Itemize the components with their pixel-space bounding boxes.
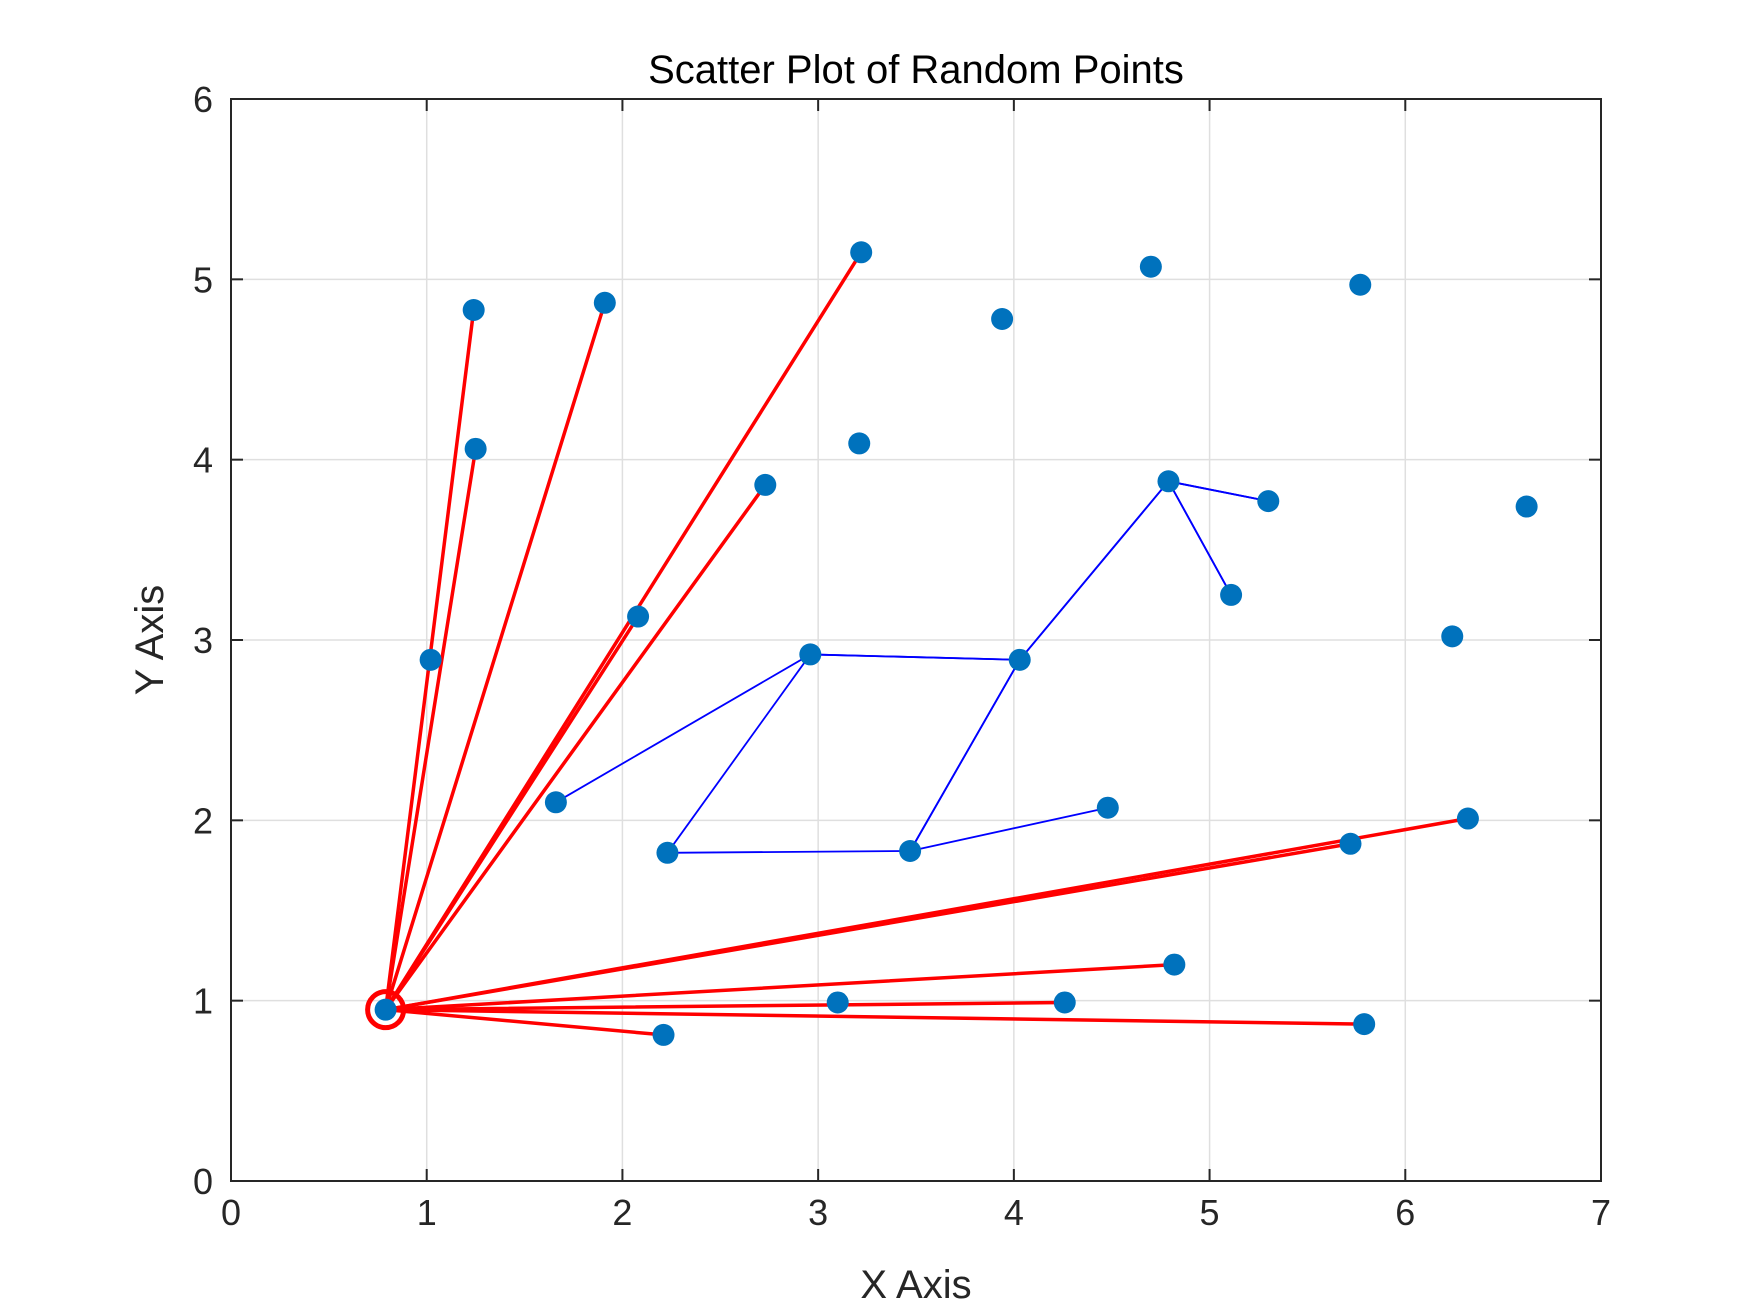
- data-point: [544, 791, 567, 814]
- blue-path-segment: [666, 653, 812, 854]
- highlight-layer: [365, 989, 407, 1031]
- data-point: [1220, 583, 1243, 606]
- data-point: [1096, 796, 1119, 819]
- y-tick-label: 5: [193, 259, 213, 300]
- data-point: [1515, 495, 1538, 518]
- data-point: [899, 839, 922, 862]
- data-point: [374, 998, 397, 1021]
- y-tick-label: 3: [193, 620, 213, 661]
- x-tick-label: 4: [1004, 1192, 1024, 1233]
- blue-path-segment: [555, 653, 811, 804]
- data-point: [1339, 832, 1362, 855]
- blue-path-segment: [1167, 480, 1232, 596]
- red-connection-line: [383, 1000, 1067, 1012]
- red-connection-line: [383, 816, 1470, 1012]
- points-layer: [374, 241, 1538, 1046]
- data-point: [1053, 991, 1076, 1014]
- blue-path-segment: [810, 653, 1020, 661]
- x-axis-label: X Axis: [860, 1263, 971, 1307]
- red-connection-line: [383, 301, 607, 1012]
- y-axis-label: Y Axis: [128, 585, 172, 695]
- data-point: [462, 298, 485, 321]
- data-point: [1441, 625, 1464, 648]
- x-tick-label: 2: [612, 1192, 632, 1233]
- y-tick-label: 4: [193, 440, 213, 481]
- x-tick-label: 5: [1200, 1192, 1220, 1233]
- highlighted-point-ring: [365, 989, 407, 1031]
- chart-title: Scatter Plot of Random Points: [648, 48, 1184, 92]
- data-point: [1139, 255, 1162, 278]
- axes-box: [230, 98, 1602, 1182]
- red-lines-layer: [383, 250, 1470, 1037]
- data-point: [1349, 273, 1372, 296]
- x-tick-label: 1: [417, 1192, 437, 1233]
- x-tick-label: 0: [221, 1192, 241, 1233]
- data-point: [848, 432, 871, 455]
- data-point: [850, 241, 873, 264]
- blue-path-segment: [1168, 480, 1269, 503]
- data-point: [627, 605, 650, 628]
- y-tick-label: 0: [193, 1161, 213, 1202]
- blue-path-segment: [1019, 480, 1170, 661]
- y-tick-label: 6: [193, 79, 213, 120]
- red-connection-line: [383, 483, 768, 1012]
- data-point: [754, 473, 777, 496]
- red-connection-line: [383, 962, 1177, 1012]
- data-point: [799, 643, 822, 666]
- tick-labels-layer: 0 1 2 3 4 5 6 7 0 1 2 3 4 5 6: [193, 79, 1611, 1233]
- blue-path-segment: [667, 850, 911, 854]
- red-connection-line: [383, 447, 478, 1012]
- data-point: [464, 437, 487, 460]
- data-point: [656, 841, 679, 864]
- data-point: [419, 648, 442, 671]
- data-point: [1257, 490, 1280, 513]
- data-point: [1157, 470, 1180, 493]
- blue-path-layer: [555, 480, 1269, 854]
- x-tick-label: 6: [1395, 1192, 1415, 1233]
- data-point: [1163, 953, 1186, 976]
- y-tick-label: 1: [193, 981, 213, 1022]
- x-tick-label: 7: [1591, 1192, 1611, 1233]
- blue-path-segment: [909, 806, 1108, 852]
- red-connection-line: [383, 1007, 666, 1037]
- data-point: [1353, 1013, 1376, 1036]
- axes-layer: [230, 98, 1602, 1182]
- x-tick-label: 3: [808, 1192, 828, 1233]
- data-point: [1456, 807, 1479, 830]
- blue-path-segment: [909, 659, 1021, 852]
- data-point: [826, 991, 849, 1014]
- data-point: [593, 291, 616, 314]
- data-point: [991, 308, 1014, 331]
- red-connection-line: [383, 614, 640, 1012]
- data-point: [1008, 648, 1031, 671]
- red-connection-line: [383, 1007, 1366, 1026]
- data-point: [652, 1023, 675, 1046]
- y-tick-label: 2: [193, 800, 213, 841]
